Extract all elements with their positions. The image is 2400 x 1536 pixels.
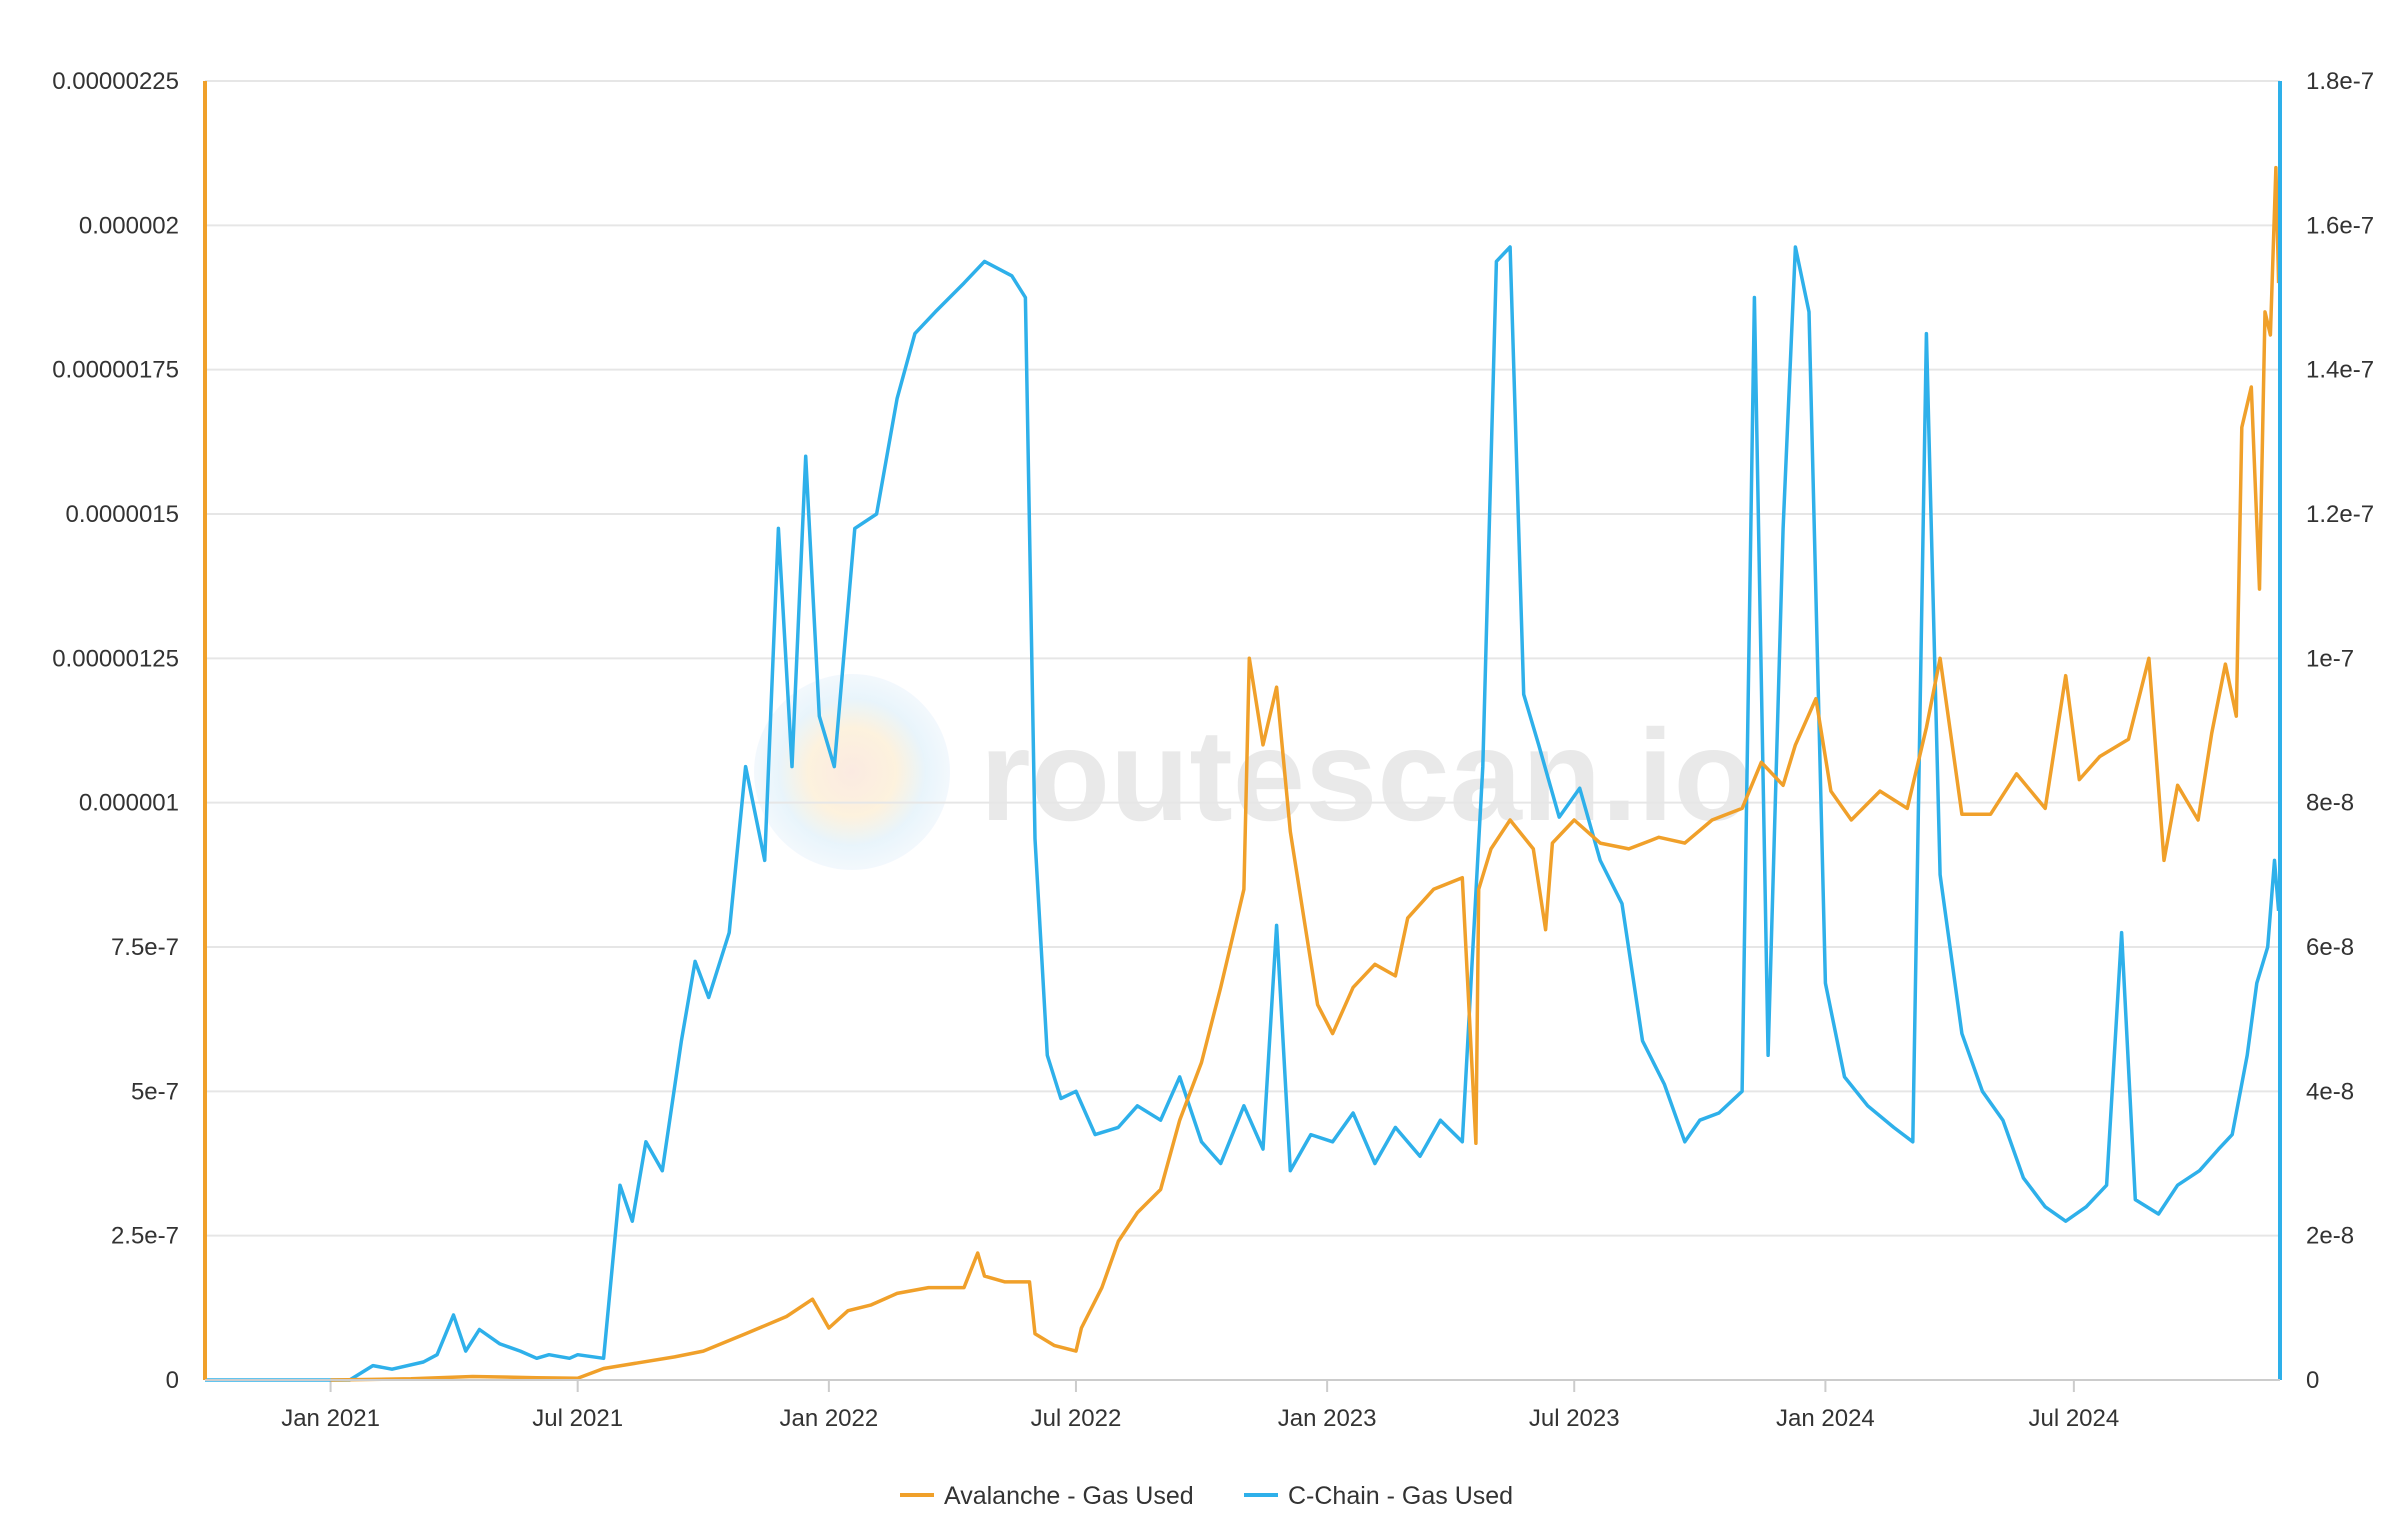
legend-label-avalanche: Avalanche - Gas Used [944, 1482, 1194, 1510]
watermark-logo-icon [754, 674, 950, 870]
left-tick-label: 0.00000225 [52, 68, 179, 95]
right-axis-ticks: 0 2e-8 4e-8 6e-8 8e-8 1e-7 1.2e-7 1.4e-7 1.6e-7 1… [2306, 68, 2374, 1394]
series-line-avalanche[interactable] [330, 165, 2281, 1382]
x-tick-label: Jan 2021 [281, 1405, 380, 1432]
legend-item-cchain[interactable]: C-Chain - Gas Used [1244, 1482, 1513, 1510]
series-line-cchain[interactable] [205, 245, 2281, 1382]
right-tick-label: 6e-8 [2306, 934, 2354, 961]
right-tick-label: 1.8e-7 [2306, 68, 2374, 95]
right-tick-label: 1.4e-7 [2306, 357, 2374, 384]
x-tick-label: Jan 2024 [1776, 1405, 1875, 1432]
series-lines [205, 165, 2281, 1382]
left-tick-label: 0.00000175 [52, 357, 179, 384]
left-tick-label: 0.000001 [79, 790, 179, 817]
watermark-text: routescan.io [980, 702, 1753, 848]
x-tick-label: Jul 2022 [1031, 1405, 1122, 1432]
right-tick-label: 1.2e-7 [2306, 501, 2374, 528]
x-tick-label: Jul 2021 [532, 1405, 623, 1432]
right-tick-label: 1.6e-7 [2306, 212, 2374, 239]
right-tick-label: 1e-7 [2306, 645, 2354, 672]
x-tick-label: Jul 2023 [1529, 1405, 1620, 1432]
watermark: routescan.io [754, 674, 1753, 870]
legend-item-avalanche[interactable]: Avalanche - Gas Used [900, 1482, 1194, 1510]
right-tick-label: 4e-8 [2306, 1078, 2354, 1105]
left-tick-label: 0 [166, 1367, 179, 1394]
legend: Avalanche - Gas Used C-Chain - Gas Used [900, 1482, 1513, 1510]
x-tick-label: Jan 2023 [1278, 1405, 1377, 1432]
left-tick-label: 7.5e-7 [111, 934, 179, 961]
left-tick-label: 5e-7 [131, 1078, 179, 1105]
left-axis-ticks: 0 2.5e-7 5e-7 7.5e-7 0.000001 0.00000125 0.000… [52, 68, 179, 1394]
legend-label-cchain: C-Chain - Gas Used [1288, 1482, 1513, 1510]
left-tick-label: 2.5e-7 [111, 1223, 179, 1250]
x-tick-label: Jul 2024 [2028, 1405, 2119, 1432]
right-tick-label: 0 [2306, 1367, 2319, 1394]
left-tick-label: 0.00000125 [52, 645, 179, 672]
x-tick-label: Jan 2022 [779, 1405, 878, 1432]
left-tick-label: 0.000002 [79, 212, 179, 239]
x-axis-ticks: Jan 2021 Jul 2021 Jan 2022 Jul 2022 Jan 2023… [281, 1380, 2119, 1432]
right-tick-label: 2e-8 [2306, 1223, 2354, 1250]
grid-lines [205, 80, 2280, 1237]
left-tick-label: 0.0000015 [66, 501, 179, 528]
right-tick-label: 8e-8 [2306, 790, 2354, 817]
